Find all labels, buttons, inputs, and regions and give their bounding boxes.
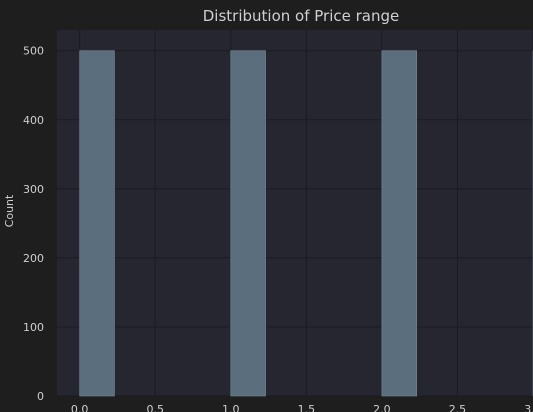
chart-title: Distribution of Price range — [203, 7, 399, 25]
x-tick-label: 0.5 — [146, 403, 164, 412]
x-tick-label: 1.0 — [222, 403, 240, 412]
bar — [79, 50, 115, 397]
y-tick-label: 300 — [23, 183, 44, 196]
y-tick-label: 500 — [23, 45, 44, 58]
bar — [230, 50, 266, 397]
y-tick-label: 200 — [23, 252, 44, 265]
x-tick-label: 2.5 — [449, 403, 467, 412]
x-tick-label: 3.0 — [524, 403, 533, 412]
bars — [79, 50, 533, 397]
y-axis-label: Count — [3, 194, 16, 227]
x-tick-label: 2.0 — [373, 403, 391, 412]
bar — [381, 50, 417, 397]
y-tick-label: 100 — [23, 321, 44, 334]
y-tick-label: 400 — [23, 114, 44, 127]
y-axis-ticks: 0 100 200 300 400 500 — [23, 45, 44, 403]
x-tick-label: 0.0 — [71, 403, 89, 412]
x-axis-ticks: 0.0 0.5 1.0 1.5 2.0 2.5 3.0 — [71, 403, 533, 412]
y-tick-label: 0 — [37, 390, 44, 403]
x-tick-label: 1.5 — [298, 403, 316, 412]
plot-area — [57, 30, 533, 396]
